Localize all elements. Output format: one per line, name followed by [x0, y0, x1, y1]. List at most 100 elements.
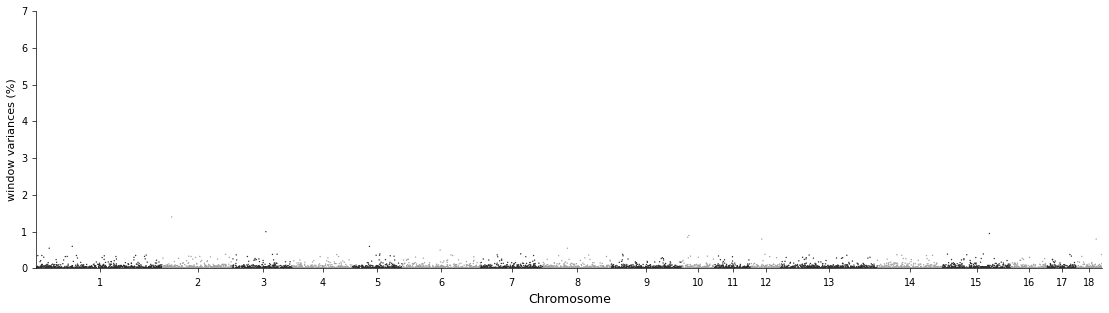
Point	[545, 266, 562, 271]
Point	[1022, 265, 1040, 270]
Point	[333, 265, 350, 270]
Point	[366, 266, 384, 271]
Point	[1007, 266, 1025, 271]
Point	[130, 261, 147, 266]
Point	[334, 264, 352, 269]
Point	[1030, 265, 1048, 270]
Point	[821, 264, 838, 269]
Point	[64, 259, 82, 264]
Point	[515, 265, 532, 270]
Point	[281, 265, 298, 270]
Point	[925, 263, 943, 268]
Point	[679, 262, 696, 267]
Point	[330, 264, 348, 269]
Point	[464, 266, 481, 271]
Point	[180, 264, 197, 269]
Point	[274, 265, 292, 270]
Point	[689, 264, 706, 269]
Point	[995, 260, 1013, 265]
Point	[708, 264, 725, 269]
Point	[526, 258, 543, 263]
Point	[116, 265, 134, 270]
Point	[670, 266, 688, 271]
Point	[522, 265, 540, 270]
Point	[593, 265, 611, 270]
Point	[136, 266, 154, 271]
Point	[128, 262, 145, 267]
Point	[268, 265, 286, 270]
Point	[673, 263, 691, 268]
Point	[792, 263, 810, 268]
Point	[750, 263, 767, 268]
Point	[1044, 263, 1061, 268]
Point	[434, 260, 451, 265]
Point	[807, 264, 825, 269]
Point	[490, 265, 508, 270]
Point	[182, 254, 200, 259]
Point	[163, 265, 181, 270]
Point	[1050, 266, 1068, 271]
Point	[535, 264, 552, 269]
Point	[827, 265, 845, 270]
Point	[548, 263, 566, 268]
Point	[501, 265, 519, 270]
Point	[527, 264, 545, 269]
Point	[521, 264, 539, 269]
Point	[53, 264, 71, 269]
Point	[988, 264, 1006, 269]
Point	[495, 264, 512, 269]
Point	[276, 263, 294, 268]
Point	[155, 263, 173, 268]
Point	[488, 265, 506, 270]
Point	[211, 264, 228, 269]
Point	[60, 262, 78, 267]
Point	[257, 266, 275, 271]
Point	[521, 265, 539, 270]
Point	[926, 266, 944, 271]
Point	[763, 263, 781, 268]
Point	[622, 264, 640, 269]
Point	[507, 260, 525, 265]
Point	[31, 265, 49, 270]
Point	[963, 265, 980, 270]
Point	[84, 265, 102, 270]
Point	[837, 262, 855, 267]
Point	[1062, 266, 1080, 271]
Point	[998, 265, 1016, 270]
Point	[638, 265, 655, 270]
Point	[243, 265, 261, 270]
Point	[655, 264, 673, 269]
Point	[169, 266, 186, 271]
Point	[370, 265, 388, 270]
Point	[543, 265, 561, 270]
Point	[142, 266, 160, 271]
Point	[1085, 265, 1102, 270]
Point	[537, 264, 554, 269]
Point	[81, 266, 99, 271]
Point	[177, 266, 195, 271]
Point	[548, 264, 566, 269]
Point	[240, 264, 257, 269]
Point	[396, 265, 414, 270]
Point	[909, 262, 927, 267]
Point	[129, 265, 146, 270]
Point	[741, 265, 759, 270]
Point	[397, 265, 415, 270]
Point	[389, 266, 407, 271]
Point	[163, 214, 181, 219]
Point	[872, 262, 889, 267]
Point	[581, 264, 599, 269]
Point	[38, 266, 55, 271]
Point	[205, 265, 223, 270]
Point	[216, 266, 234, 271]
Point	[578, 265, 596, 270]
Point	[488, 266, 506, 271]
Point	[485, 265, 502, 270]
Point	[659, 264, 676, 269]
Point	[903, 257, 920, 262]
Point	[415, 256, 433, 261]
Point	[39, 266, 57, 271]
Point	[872, 265, 889, 270]
Point	[413, 264, 430, 269]
Point	[332, 266, 349, 271]
